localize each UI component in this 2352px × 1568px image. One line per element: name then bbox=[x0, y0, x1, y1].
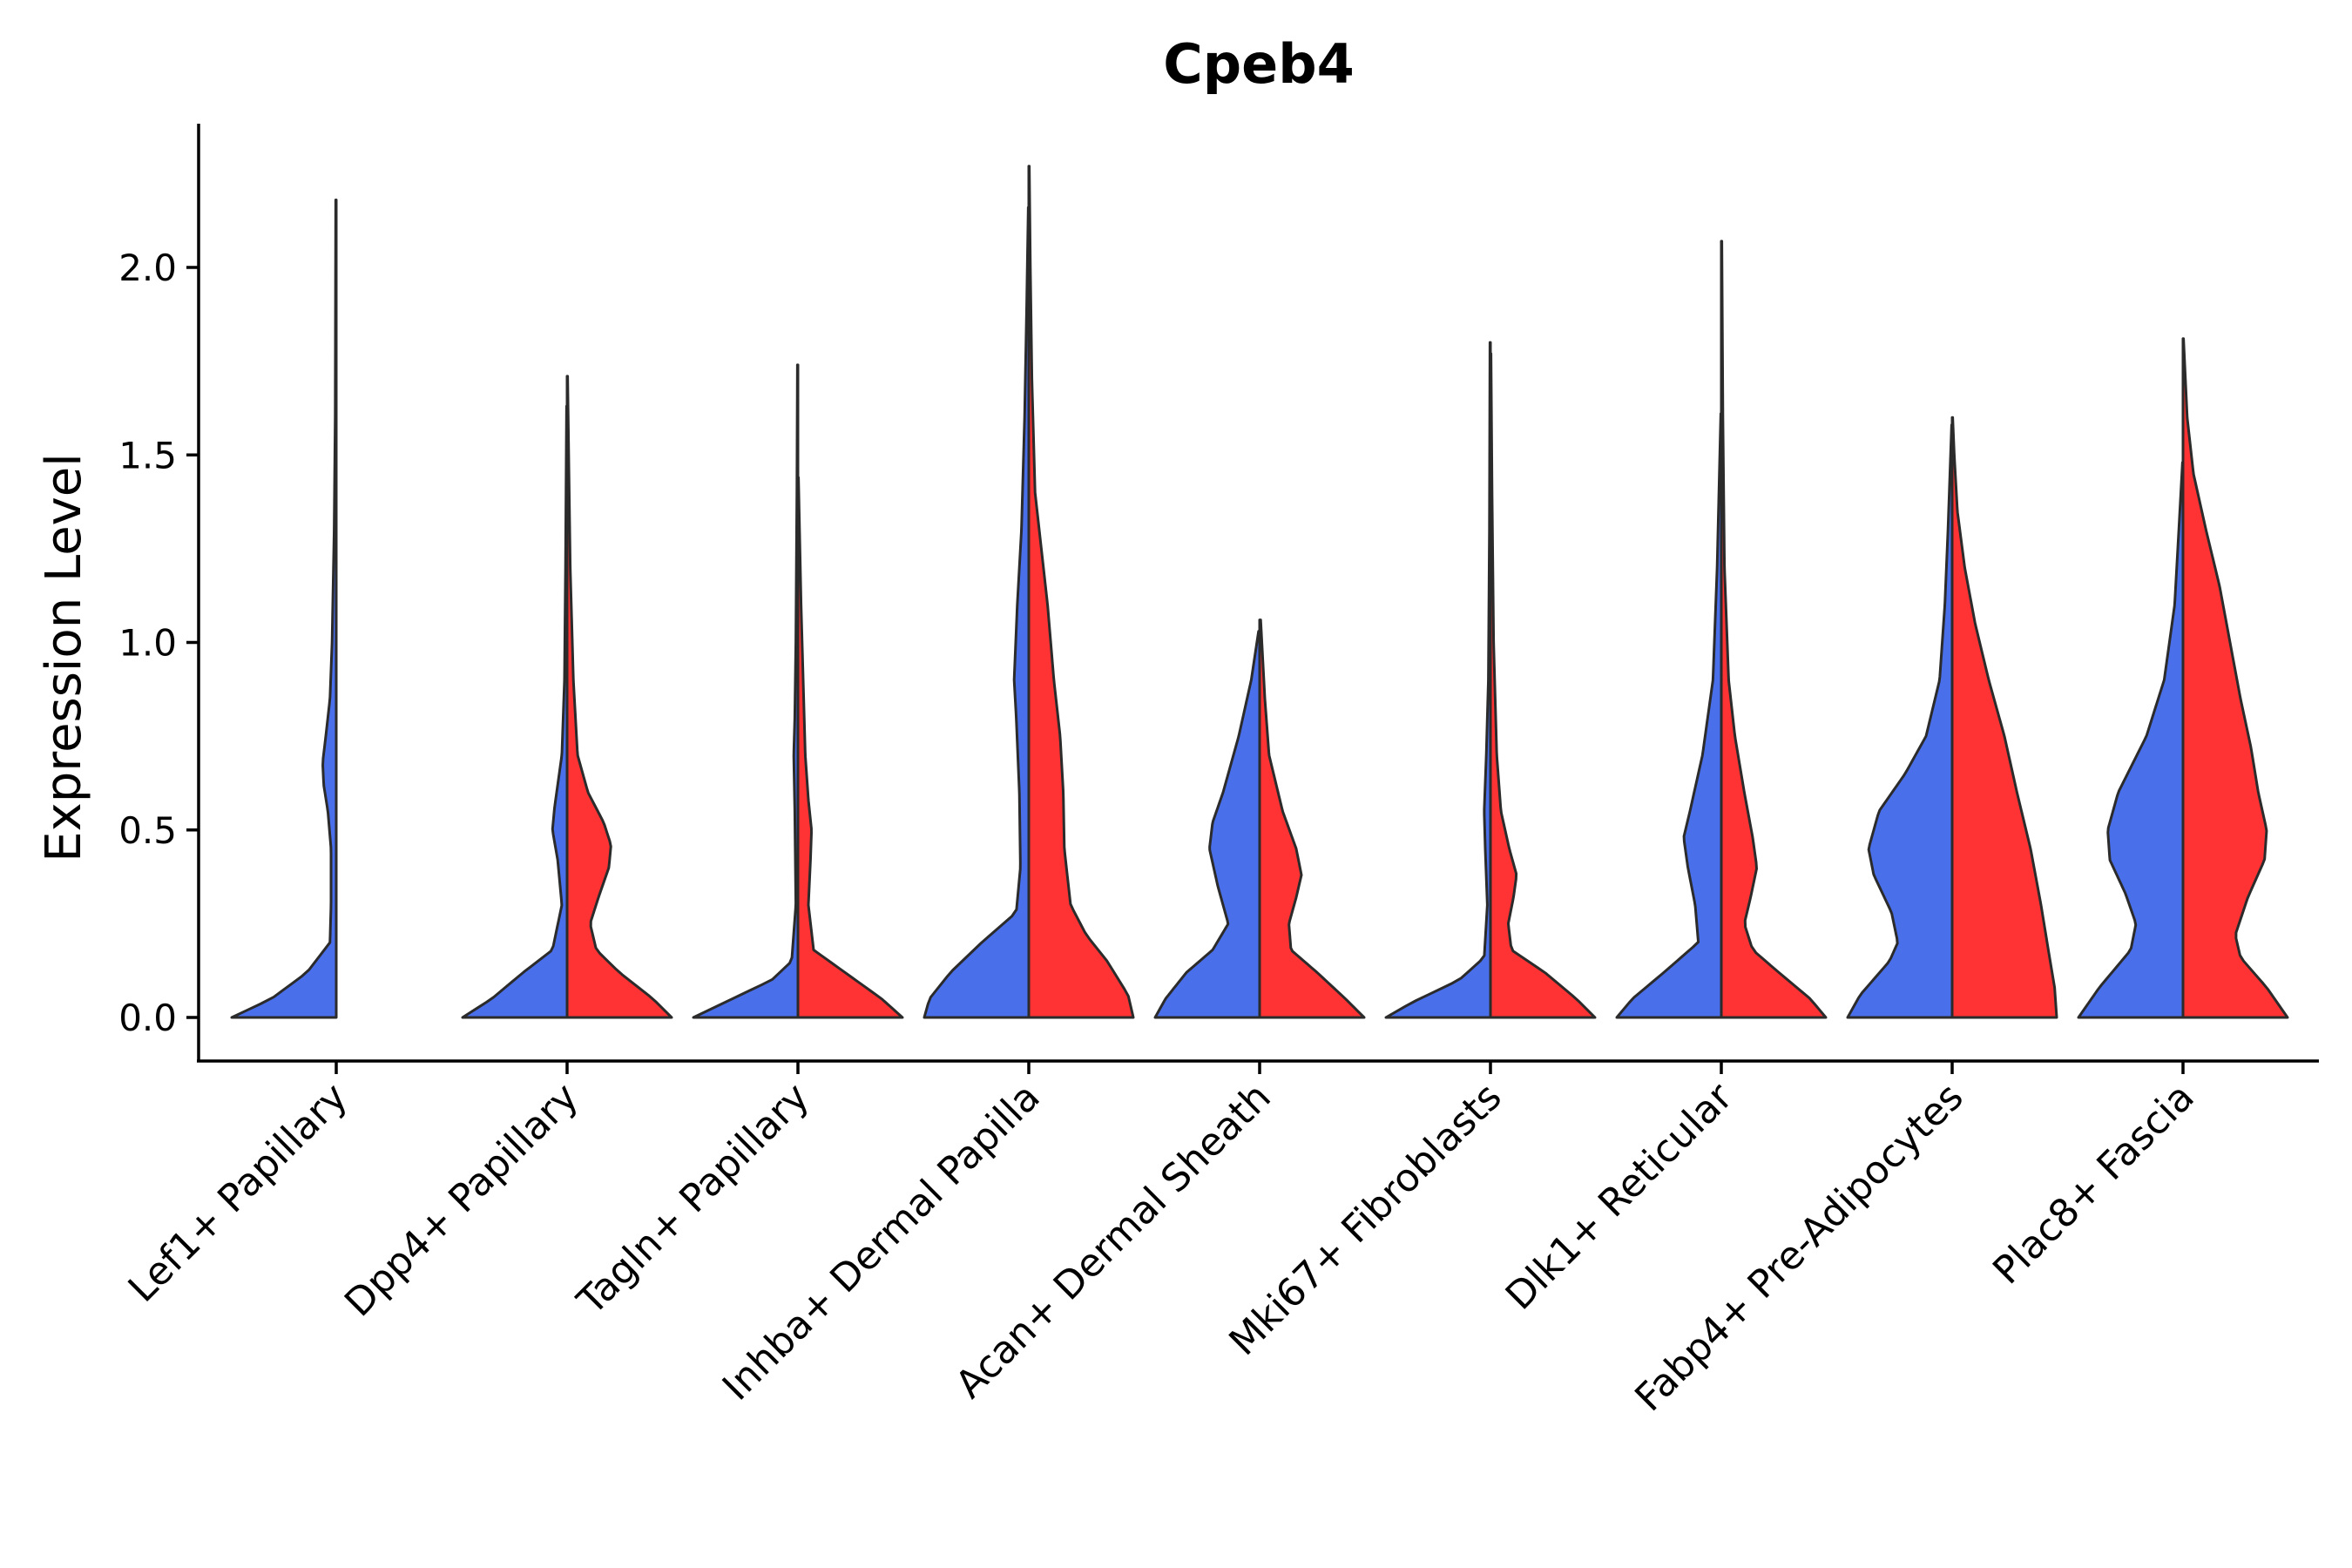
violin-blue-7 bbox=[1615, 412, 1723, 1019]
violin-red-9 bbox=[2181, 337, 2289, 1019]
violin-blue-3 bbox=[692, 363, 800, 1019]
y-tick-label-4: 2.0 bbox=[118, 247, 177, 289]
violin-blue-9 bbox=[2077, 461, 2185, 1019]
violin-red-7 bbox=[1720, 240, 1828, 1019]
y-axis-label: Expression Level bbox=[36, 453, 92, 862]
x-tick-label-2: Tagln+ Papillary bbox=[569, 1075, 818, 1324]
violin-red-4 bbox=[1027, 165, 1135, 1019]
violin-blue-6 bbox=[1384, 341, 1492, 1019]
chart-title: Cpeb4 bbox=[1163, 32, 1354, 96]
violin-red-6 bbox=[1489, 352, 1597, 1019]
violin-red-5 bbox=[1258, 618, 1366, 1019]
y-tick-label-2: 1.0 bbox=[118, 622, 177, 665]
x-tick-label-0: Lef1+ Papillary bbox=[120, 1075, 356, 1311]
y-tick-label-3: 1.5 bbox=[118, 434, 177, 476]
x-tick-label-6: Dlk1+ Reticular bbox=[1497, 1074, 1742, 1319]
violin-blue-8 bbox=[1846, 423, 1954, 1019]
violin-blue-2 bbox=[461, 404, 569, 1019]
violin-blue-4 bbox=[923, 206, 1031, 1019]
x-tick-label-8: Plac8+ Fascia bbox=[1984, 1075, 2203, 1294]
violin-blue-5 bbox=[1153, 630, 1261, 1019]
x-tick-label-1: Dpp4+ Papillary bbox=[336, 1075, 587, 1326]
y-tick-label-0: 0.0 bbox=[118, 997, 177, 1039]
violin-red-3 bbox=[796, 476, 904, 1019]
y-tick-label-1: 0.5 bbox=[118, 809, 177, 852]
violin-red-8 bbox=[1950, 416, 2058, 1019]
y-axis-ticks: 0.0 0.5 1.0 1.5 2.0 bbox=[118, 247, 199, 1039]
violin-red-2 bbox=[565, 375, 673, 1019]
violin-blue-1 bbox=[230, 199, 338, 1019]
violin-group bbox=[230, 165, 2289, 1019]
